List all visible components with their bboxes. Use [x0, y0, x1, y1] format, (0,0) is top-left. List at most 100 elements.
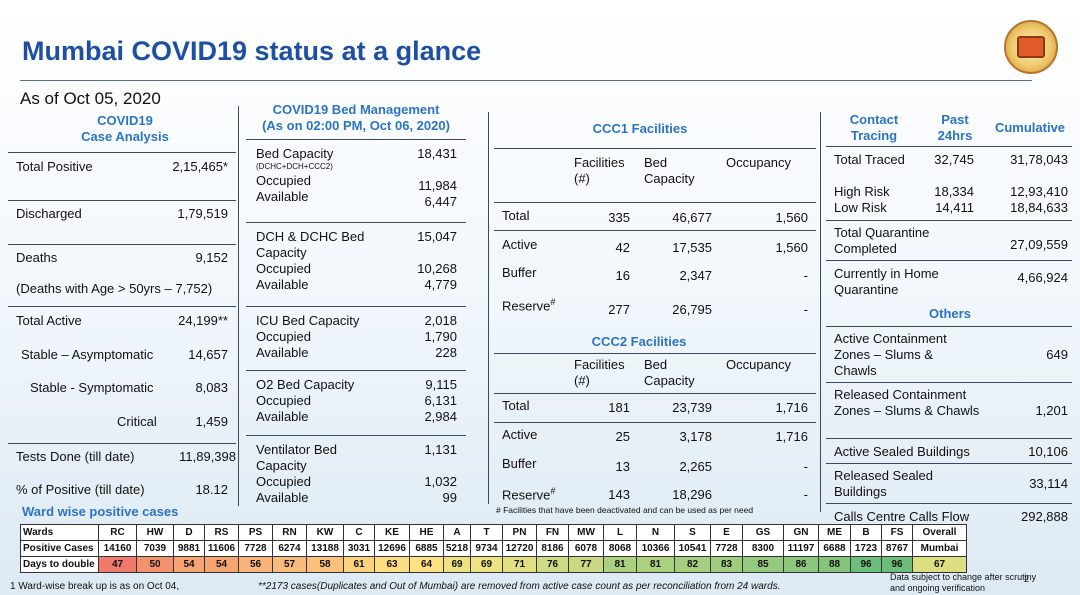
ward-name-cell: MW	[568, 524, 604, 541]
ward-days-cell: 63	[374, 556, 410, 573]
ward-name-cell: ME	[818, 524, 851, 541]
low-risk-24h: 14,411	[935, 200, 974, 215]
quarantine-completed-value: 27,09,559	[1010, 237, 1068, 252]
ward-cases-cell: 11606	[204, 540, 239, 557]
ward-cases-cell: 6885	[409, 540, 444, 557]
ccc1-row-label: Buffer	[502, 265, 537, 280]
wards-row-label: Wards	[20, 524, 99, 541]
ccc1-heading: CCC1 Facilities	[592, 121, 688, 136]
ccc2-row-label: Total	[502, 398, 530, 413]
ccc2-bed-value: 23,739	[672, 400, 712, 415]
column-divider	[820, 112, 821, 512]
stable-asym-label: Stable – Asymptomatic	[21, 347, 154, 362]
footnote-duplicates: **2173 cases(Duplicates and Out of Mumba…	[258, 581, 781, 592]
ccc2-bed-value: 3,178	[679, 429, 712, 444]
ward-days-cell: 58	[306, 556, 344, 573]
ccc1-bed-value: 2,347	[679, 268, 712, 283]
page-number: 2	[1024, 574, 1030, 584]
ccc2-col-facilities: Facilities (#)	[574, 357, 625, 388]
past-24hrs-col-heading: Past 24hrs	[937, 112, 973, 143]
o2-occupied-value: 6,131	[424, 393, 457, 408]
icu-label: ICU Bed Capacity	[256, 313, 360, 328]
ward-days-cell: 69	[443, 556, 471, 573]
ccc2-occ-value: -	[803, 459, 808, 474]
icu-available-value: 228	[435, 345, 457, 360]
ccc1-row-label: Total	[502, 208, 530, 223]
deaths-age-note: (Deaths with Age > 50yrs – 7,752)	[16, 281, 213, 296]
available-label: Available	[256, 277, 309, 292]
pct-positive-value: 18.12	[195, 482, 228, 497]
page-title: Mumbai COVID19 status at a glance	[22, 36, 482, 66]
cumulative-col-heading: Cumulative	[994, 120, 1066, 135]
ward-days-cell: 83	[710, 556, 743, 573]
deaths-label: Deaths	[16, 250, 58, 265]
critical-value: 1,459	[195, 414, 228, 429]
case-analysis-heading: COVID19 Case Analysis	[81, 113, 169, 144]
ccc2-col-occupancy: Occupancy	[726, 357, 792, 372]
ward-days-cell: 54	[173, 556, 205, 573]
ward-name-cell: S	[674, 524, 711, 541]
ward-name-cell: FN	[536, 524, 569, 541]
ward-cases-cell: 8767	[881, 540, 913, 557]
ward-name-cell: GN	[783, 524, 819, 541]
ccc1-fac-value: 42	[615, 240, 630, 255]
occupied-label: Occupied	[256, 261, 311, 276]
ward-days-cell: 57	[272, 556, 307, 573]
vent-capacity-value: 1,131	[424, 442, 457, 457]
dch-capacity-value: 15,047	[417, 229, 457, 244]
ward-days-cell: 61	[343, 556, 375, 573]
ward-days-cell: 56	[238, 556, 273, 573]
ward-cases-cell: 7039	[136, 540, 174, 557]
ccc2-fac-value: 13	[615, 459, 630, 474]
contact-tracing-col-heading: Contact Tracing	[849, 112, 899, 143]
ward-days-cell: 82	[674, 556, 711, 573]
vent-label: Ventilator Bed Capacity	[256, 442, 337, 473]
ward-table: Wards RC HW D RS PS RN KW C KE HE A T PN FN MW L N S E GS GN…	[20, 524, 967, 573]
bed-capacity-label: Bed Capacity	[256, 146, 334, 161]
home-quarantine-value: 4,66,924	[1017, 270, 1068, 285]
ward-table-heading: Ward wise positive cases	[22, 504, 179, 519]
total-traced-cum: 31,78,043	[1010, 152, 1068, 167]
occupied-label: Occupied	[256, 393, 311, 408]
ccc1-occ-value: 1,560	[775, 210, 808, 225]
ward-days-cell: 81	[636, 556, 675, 573]
calls-centre-value: 292,888	[1021, 509, 1068, 524]
ward-cases-cell: 9734	[470, 540, 503, 557]
title-divider	[20, 80, 1032, 81]
total-positive-value: 2,15,465*	[172, 159, 228, 174]
ward-days-cell: 54	[204, 556, 239, 573]
ccc1-bed-value: 46,677	[672, 210, 712, 225]
ccc2-heading: CCC2 Facilities	[591, 334, 687, 349]
ccc2-occ-value: 1,716	[775, 400, 808, 415]
ccc2-row-label: Active	[502, 427, 538, 442]
available-label: Available	[256, 189, 309, 204]
ccc2-occ-value: -	[803, 487, 808, 502]
ward-cases-cell: 6078	[568, 540, 604, 557]
ward-name-cell: GS	[742, 524, 784, 541]
ward-name-cell: T	[470, 524, 503, 541]
ward-cases-cell: 7728	[238, 540, 273, 557]
ward-cases-cell: 6274	[272, 540, 307, 557]
ward-name-cell: D	[173, 524, 205, 541]
tests-value: 11,89,398	[179, 449, 236, 464]
ward-cases-cell: 8186	[536, 540, 569, 557]
quarantine-completed-label: Total Quarantine Completed	[834, 225, 930, 256]
released-containment-value: 1,201	[1035, 403, 1068, 418]
high-risk-cum: 12,93,410	[1010, 184, 1068, 199]
ward-cases-cell: 8300	[742, 540, 784, 557]
ward-name-cell: RS	[204, 524, 239, 541]
active-containment-value: 649	[1046, 347, 1068, 362]
ward-name-cell: KW	[306, 524, 344, 541]
deaths-value: 9,152	[195, 250, 228, 265]
vent-available-value: 99	[442, 490, 457, 505]
column-divider	[488, 112, 489, 504]
vent-occupied-value: 1,032	[424, 474, 457, 489]
overall-days-cell: 67	[912, 556, 967, 573]
ward-cases-cell: 1723	[850, 540, 882, 557]
ward-name-cell: A	[443, 524, 471, 541]
ccc2-occ-value: 1,716	[775, 429, 808, 444]
ward-days-cell: 88	[818, 556, 851, 573]
ward-days-cell: 64	[409, 556, 444, 573]
ccc1-row-label: Active	[502, 237, 538, 252]
active-containment-label: Active Containment Zones – Slums & Chawl…	[834, 331, 947, 378]
